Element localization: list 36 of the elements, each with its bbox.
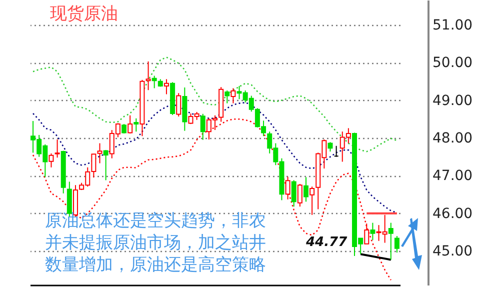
candlestick (134, 118, 139, 132)
candlestick (54, 138, 60, 158)
y-tick-label: 49.00 (432, 92, 473, 109)
chart-title: 现货原油 (50, 3, 118, 25)
y-tick-label: 45.00 (432, 244, 473, 260)
line-series (32, 56, 398, 152)
candlestick (291, 180, 296, 208)
y-tick-label: 50.00 (432, 55, 473, 72)
candlestick (146, 60, 151, 91)
candlestick (303, 176, 308, 202)
annotation: 并未提振原油市场，加之站井 (45, 232, 266, 254)
candlestick (285, 176, 290, 200)
candlestick (103, 150, 108, 181)
annotation: 数量增加，原油还是高空策略 (45, 254, 266, 276)
candlestick (328, 142, 333, 152)
y-tick-label: 48.00 (432, 130, 473, 146)
y-tick-label: 51.00 (432, 17, 473, 34)
y-tick-label: 47.00 (432, 168, 473, 184)
y-tick-label: 46.00 (432, 206, 473, 222)
candlestick (200, 113, 206, 140)
candlestick (224, 90, 230, 104)
candlestick (48, 152, 54, 168)
candlestick (128, 114, 133, 134)
candlestick (370, 222, 376, 241)
candlestick (122, 124, 127, 134)
candlestick (152, 75, 157, 89)
candlestick (176, 92, 182, 117)
candlestick (394, 235, 400, 254)
candlestick (388, 222, 394, 260)
annotation: 44.77 (306, 235, 348, 250)
candlestick (297, 183, 302, 208)
candlestick (364, 223, 370, 244)
candlestick (164, 78, 169, 95)
candlestick (310, 186, 315, 216)
annotation: 原油总体还是空头趋势，非农 (45, 210, 266, 232)
candlestick (230, 88, 236, 104)
